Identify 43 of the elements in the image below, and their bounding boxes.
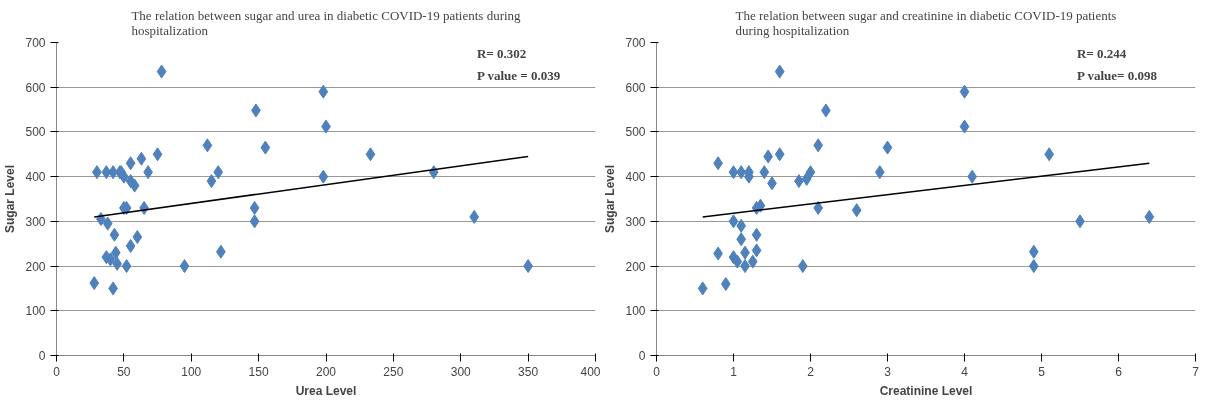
chart-title: The relation between sugar and urea in diabetic COVID-19 patients during hospitalization	[131, 7, 522, 38]
y-tick-label: 0	[638, 349, 646, 363]
chart-title: The relation between sugar and creatinine in diabetic COVID-19 patients during hospitalization	[735, 7, 1117, 38]
x-tick-label: 50	[117, 364, 131, 379]
y-tick-label: 0	[38, 349, 46, 363]
x-tick-label: 350	[518, 364, 539, 379]
y-tick-label: 600	[625, 80, 646, 95]
x-tick-label: 3	[884, 364, 892, 379]
annotation: R= 0.302	[476, 45, 527, 61]
x-tick-label: 250	[383, 364, 404, 379]
x-tick-label: 1	[730, 364, 738, 379]
x-tick-label: 400	[580, 364, 601, 379]
y-tick-label: 400	[625, 170, 646, 185]
annotation: P value= 0.098	[1076, 67, 1158, 83]
y-tick-label: 500	[625, 125, 646, 140]
y-tick-label: 300	[625, 214, 646, 229]
y-tick-label: 700	[625, 36, 646, 50]
x-tick-label: 150	[248, 364, 269, 379]
y-tick-label: 200	[25, 259, 46, 274]
y-axis-title: Sugar Level	[603, 164, 618, 234]
y-tick-label: 600	[25, 80, 46, 95]
y-tick-label: 700	[25, 36, 46, 50]
y-axis-title: Sugar Level	[3, 164, 18, 234]
y-tick-label: 200	[625, 259, 646, 274]
x-axis-title: Creatinine Level	[879, 383, 973, 398]
x-tick-label: 300	[450, 364, 472, 379]
x-tick-label: 100	[181, 364, 202, 379]
y-tick-label: 400	[25, 170, 46, 185]
y-tick-label: 300	[25, 214, 46, 229]
y-tick-label: 100	[625, 304, 646, 319]
x-tick-label: 0	[653, 364, 661, 379]
x-tick-label: 0	[53, 364, 61, 379]
x-tick-label: 4	[961, 364, 969, 379]
x-tick-label: 200	[315, 364, 337, 379]
x-tick-label: 6	[1115, 364, 1123, 379]
annotation: P value = 0.039	[476, 67, 561, 83]
x-tick-label: 2	[807, 364, 815, 379]
x-axis-title: Urea Level	[295, 383, 357, 398]
x-tick-label: 7	[1192, 364, 1200, 379]
annotation: R= 0.244	[1076, 45, 1127, 61]
y-tick-label: 500	[25, 125, 46, 140]
y-tick-label: 100	[25, 304, 46, 319]
x-tick-label: 5	[1038, 364, 1046, 379]
